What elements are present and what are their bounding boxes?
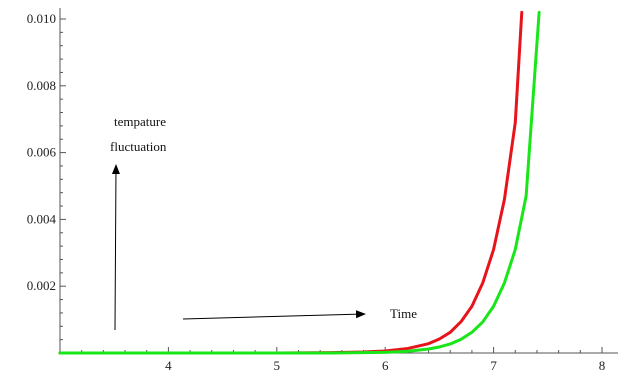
annotations: tempature fluctuation Time <box>110 114 417 331</box>
x-tick-label: 7 <box>490 358 497 373</box>
y-tick-label: 0.004 <box>27 211 57 226</box>
arrow-up <box>111 164 120 331</box>
x-tick-label: 5 <box>274 358 281 373</box>
annotation-tempature: tempature <box>114 114 166 129</box>
series-line-1 <box>58 10 541 355</box>
x-tick-label: 6 <box>382 358 389 373</box>
series-line-0 <box>58 10 524 355</box>
y-tick-label: 0.010 <box>27 11 56 26</box>
series-group <box>58 10 541 355</box>
y-tick-label: 0.006 <box>27 145 57 160</box>
y-tick-label: 0.002 <box>27 278 56 293</box>
x-ticks: 4 5 6 7 8 <box>59 347 606 373</box>
y-tick-label: 0.008 <box>27 78 56 93</box>
x-tick-label: 8 <box>599 358 606 373</box>
annotation-time: Time <box>390 306 417 321</box>
y-ticks: 0.002 0.004 0.006 0.008 0.010 <box>27 11 66 341</box>
x-tick-label: 4 <box>165 358 172 373</box>
annotation-fluctuation: fluctuation <box>110 139 167 154</box>
arrow-right <box>182 310 366 320</box>
